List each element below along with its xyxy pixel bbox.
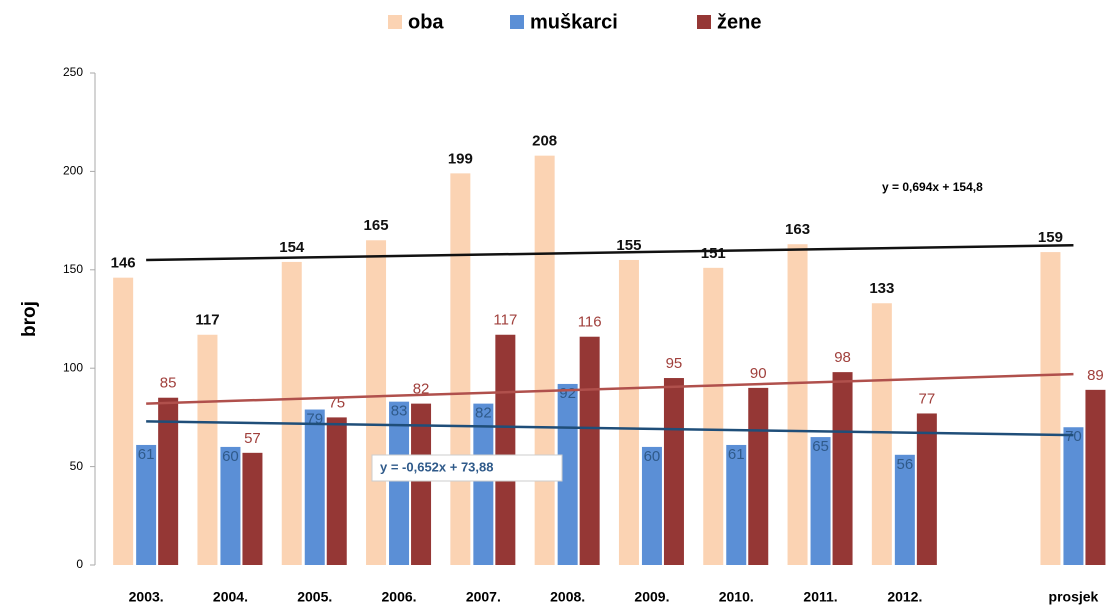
- value-label: 60: [644, 448, 661, 465]
- trend-equation: y = -0,652x + 73,88: [380, 459, 493, 474]
- bar: [641, 446, 662, 565]
- value-label: 77: [919, 390, 936, 407]
- bar: [158, 397, 179, 565]
- trend-line: [146, 372, 1074, 405]
- bar: [534, 155, 555, 565]
- bar: [473, 403, 494, 565]
- y-tick-label: 150: [63, 262, 83, 276]
- trend-line: [146, 243, 1074, 262]
- value-label: 61: [138, 446, 155, 463]
- trend-equation: y = 0,694x + 154,8: [882, 180, 983, 194]
- bar: [832, 372, 853, 565]
- x-tick-label: 2007.: [466, 589, 501, 605]
- x-tick-label: 2009.: [634, 589, 669, 605]
- x-tick-label: 2008.: [550, 589, 585, 605]
- y-axis-label: broj: [19, 301, 40, 337]
- x-tick-label: prosjek: [1049, 589, 1099, 605]
- value-label: 83: [391, 403, 408, 420]
- bar: [1063, 427, 1084, 565]
- trend-line: [146, 420, 1074, 437]
- x-tick-label: 2011.: [803, 589, 837, 605]
- legend-swatch: [388, 15, 402, 29]
- bar: [618, 259, 639, 565]
- bar: [810, 437, 831, 565]
- y-tick-label: 100: [63, 360, 83, 374]
- value-label: 57: [244, 430, 261, 447]
- value-label: 70: [1065, 428, 1082, 445]
- value-label: 90: [750, 365, 767, 382]
- value-label: 116: [578, 314, 602, 331]
- value-label: 159: [1038, 229, 1063, 246]
- value-label: 154: [279, 239, 305, 256]
- bar: [871, 303, 892, 565]
- bar: [726, 444, 747, 565]
- value-label: 155: [616, 237, 641, 254]
- bar: [281, 261, 302, 565]
- bar: [136, 444, 157, 565]
- bar: [1040, 252, 1061, 565]
- value-label: 163: [785, 221, 810, 238]
- bar: [366, 240, 387, 565]
- bar: [916, 413, 937, 565]
- bar: [450, 173, 471, 566]
- bar: [703, 267, 724, 565]
- legend-label: oba: [408, 11, 444, 33]
- x-tick-label: 2005.: [297, 589, 332, 605]
- bar: [242, 452, 263, 565]
- y-tick-label: 0: [76, 557, 83, 571]
- bar: [557, 383, 578, 565]
- value-label: 92: [559, 385, 576, 402]
- legend-label: žene: [717, 11, 761, 33]
- bar: [894, 454, 915, 565]
- bar: [411, 403, 432, 565]
- bar: [579, 336, 600, 565]
- value-label: 65: [812, 438, 829, 455]
- bar: [304, 409, 325, 565]
- bar: [197, 334, 218, 565]
- value-label: 133: [869, 280, 894, 297]
- x-tick-label: 2004.: [213, 589, 248, 605]
- value-label: 61: [728, 446, 745, 463]
- value-label: 85: [160, 375, 177, 392]
- equation-box: [371, 454, 563, 482]
- bar: [663, 378, 684, 565]
- value-label: 56: [897, 456, 914, 473]
- bar: [748, 387, 769, 565]
- value-label: 89: [1087, 367, 1104, 384]
- value-label: 98: [834, 349, 851, 366]
- value-label: 117: [195, 312, 219, 329]
- value-label: 95: [666, 355, 683, 372]
- y-tick-label: 200: [63, 164, 83, 178]
- value-label: 82: [413, 381, 430, 398]
- y-tick-label: 50: [70, 459, 84, 473]
- value-label: 82: [475, 405, 492, 422]
- value-label: 208: [532, 133, 557, 150]
- value-label: 165: [364, 217, 389, 234]
- x-tick-label: 2012.: [887, 589, 922, 605]
- x-tick-label: 2003.: [129, 589, 164, 605]
- bar: [1085, 389, 1106, 565]
- value-label: 117: [493, 312, 517, 329]
- x-tick-label: 2006.: [382, 589, 417, 605]
- value-label: 199: [448, 150, 473, 167]
- bar: [787, 244, 808, 565]
- bar: [326, 417, 347, 565]
- bar: [220, 446, 241, 565]
- legend-label: muškarci: [530, 11, 618, 33]
- legend-swatch: [697, 15, 711, 29]
- y-tick-label: 250: [63, 65, 83, 79]
- value-label: 146: [111, 255, 136, 272]
- value-label: 60: [222, 448, 239, 465]
- bar: [113, 277, 134, 565]
- bar: [389, 401, 410, 565]
- x-tick-label: 2010.: [719, 589, 754, 605]
- bar: [495, 334, 516, 565]
- legend-swatch: [510, 15, 524, 29]
- value-label: 151: [701, 245, 726, 262]
